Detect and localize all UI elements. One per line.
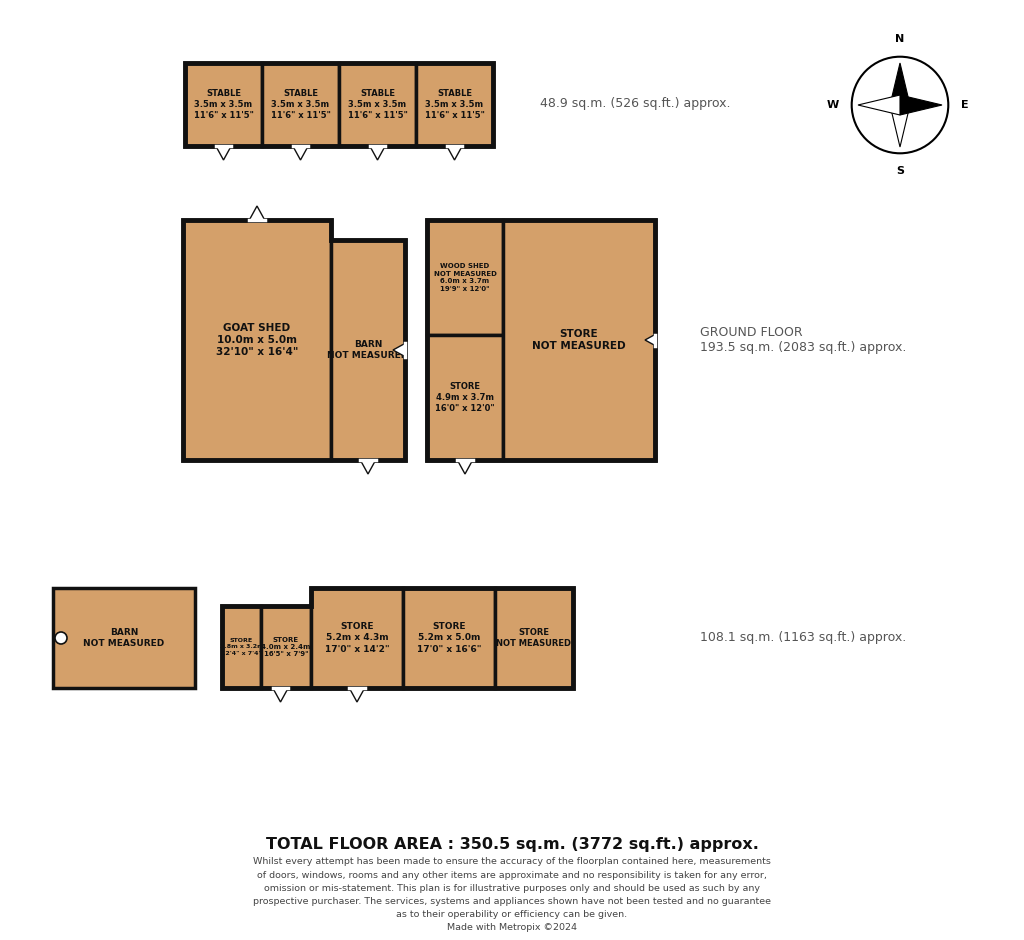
Bar xyxy=(331,240,406,460)
Bar xyxy=(311,588,403,688)
Circle shape xyxy=(55,632,67,644)
Bar xyxy=(185,63,493,146)
Text: 108.1 sq.m. (1163 sq.ft.) approx.: 108.1 sq.m. (1163 sq.ft.) approx. xyxy=(700,632,906,645)
Bar xyxy=(427,220,655,460)
Bar xyxy=(183,220,331,460)
Bar xyxy=(427,220,655,460)
Text: STORE
3.8m x 3.2m
12'4" x 7'4": STORE 3.8m x 3.2m 12'4" x 7'4" xyxy=(219,638,263,656)
Bar xyxy=(427,335,503,460)
Text: N: N xyxy=(895,34,904,44)
Bar xyxy=(222,606,261,688)
Text: STORE
5.2m x 5.0m
17'0" x 16'6": STORE 5.2m x 5.0m 17'0" x 16'6" xyxy=(417,622,481,653)
Text: STORE
4.9m x 3.7m
16'0" x 12'0": STORE 4.9m x 3.7m 16'0" x 12'0" xyxy=(435,382,495,413)
Text: STORE
NOT MEASURED: STORE NOT MEASURED xyxy=(532,329,626,352)
Text: GROUND FLOOR
193.5 sq.m. (2083 sq.ft.) approx.: GROUND FLOOR 193.5 sq.m. (2083 sq.ft.) a… xyxy=(700,326,906,354)
Text: WOOD SHED
NOT MEASURED
6.0m x 3.7m
19'9" x 12'0": WOOD SHED NOT MEASURED 6.0m x 3.7m 19'9"… xyxy=(433,263,497,291)
Polygon shape xyxy=(890,105,910,147)
Text: STORE
4.0m x 2.4m
16'5" x 7'9": STORE 4.0m x 2.4m 16'5" x 7'9" xyxy=(261,636,310,657)
Text: STORE
NOT MEASURED: STORE NOT MEASURED xyxy=(497,628,571,648)
Polygon shape xyxy=(890,63,910,105)
Text: BARN
NOT MEASURED: BARN NOT MEASURED xyxy=(328,340,409,360)
Bar xyxy=(185,63,262,146)
Polygon shape xyxy=(370,146,385,160)
Text: BARN
NOT MEASURED: BARN NOT MEASURED xyxy=(83,628,165,648)
Text: Whilst every attempt has been made to ensure the accuracy of the floorplan conta: Whilst every attempt has been made to en… xyxy=(253,857,771,932)
Polygon shape xyxy=(458,460,473,474)
Bar xyxy=(262,63,339,146)
Text: W: W xyxy=(826,100,839,110)
Polygon shape xyxy=(645,335,655,346)
Bar xyxy=(403,588,495,688)
Bar xyxy=(495,588,573,688)
Polygon shape xyxy=(249,206,264,220)
Text: STABLE
3.5m x 3.5m
11'6" x 11'5": STABLE 3.5m x 3.5m 11'6" x 11'5" xyxy=(425,89,484,120)
Polygon shape xyxy=(858,95,900,115)
Polygon shape xyxy=(360,460,376,474)
Polygon shape xyxy=(393,343,406,356)
Text: S: S xyxy=(896,165,904,176)
Bar xyxy=(53,588,195,688)
Text: 48.9 sq.m. (526 sq.ft.) approx.: 48.9 sq.m. (526 sq.ft.) approx. xyxy=(540,98,730,111)
Polygon shape xyxy=(272,688,288,702)
Text: TOTAL FLOOR AREA : 350.5 sq.m. (3772 sq.ft.) approx.: TOTAL FLOOR AREA : 350.5 sq.m. (3772 sq.… xyxy=(265,838,759,853)
Polygon shape xyxy=(900,95,942,115)
Bar xyxy=(503,220,655,460)
Polygon shape xyxy=(349,688,365,702)
Polygon shape xyxy=(446,146,462,160)
Text: STABLE
3.5m x 3.5m
11'6" x 11'5": STABLE 3.5m x 3.5m 11'6" x 11'5" xyxy=(347,89,408,120)
Bar xyxy=(339,63,416,146)
Polygon shape xyxy=(216,146,231,160)
Text: STABLE
3.5m x 3.5m
11'6" x 11'5": STABLE 3.5m x 3.5m 11'6" x 11'5" xyxy=(270,89,331,120)
Bar xyxy=(427,220,503,335)
Text: STABLE
3.5m x 3.5m
11'6" x 11'5": STABLE 3.5m x 3.5m 11'6" x 11'5" xyxy=(194,89,253,120)
Bar xyxy=(261,606,311,688)
Bar xyxy=(416,63,493,146)
Polygon shape xyxy=(293,146,308,160)
Text: STORE
5.2m x 4.3m
17'0" x 14'2": STORE 5.2m x 4.3m 17'0" x 14'2" xyxy=(325,622,389,653)
Text: E: E xyxy=(961,100,969,110)
Text: GOAT SHED
10.0m x 5.0m
32'10" x 16'4": GOAT SHED 10.0m x 5.0m 32'10" x 16'4" xyxy=(216,322,298,357)
